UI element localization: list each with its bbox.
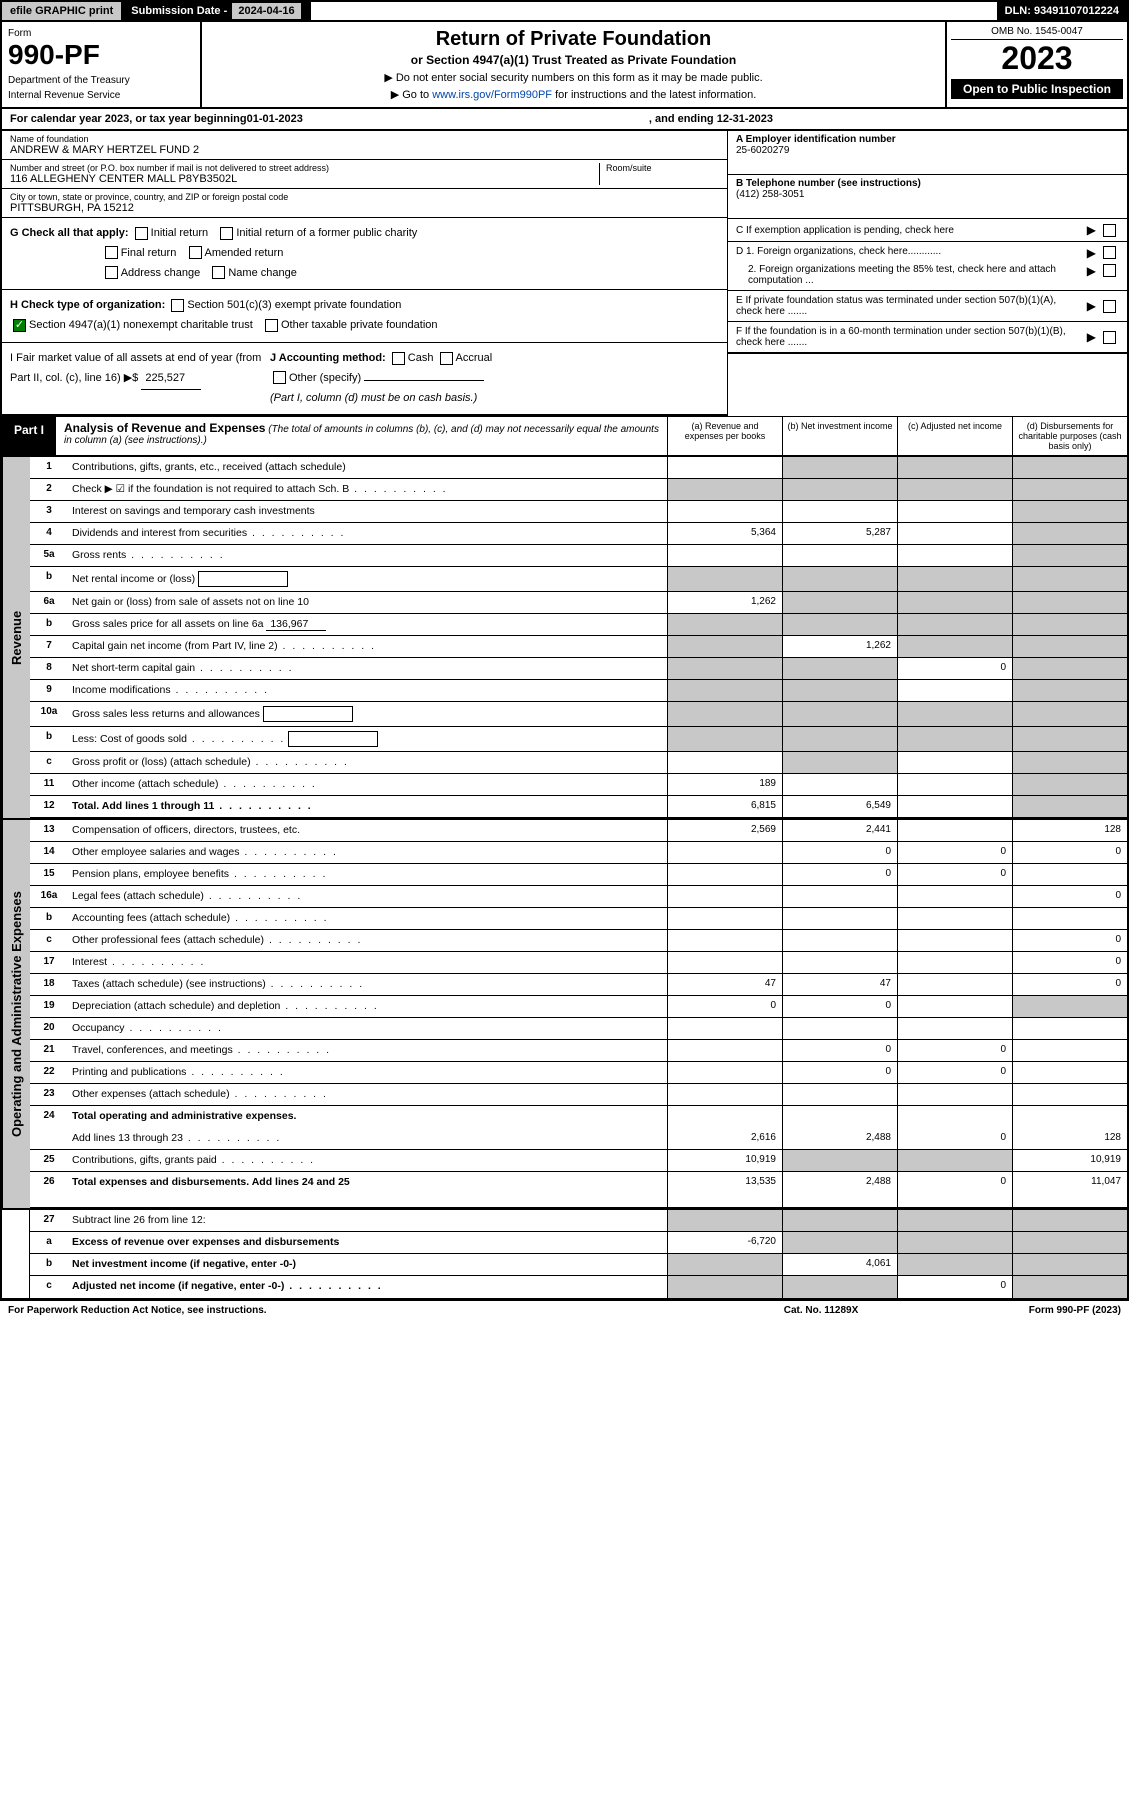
calendar-year-row: For calendar year 2023, or tax year begi… [0,109,1129,131]
entity-info: Name of foundation ANDREW & MARY HERTZEL… [0,131,1129,416]
part1-header: Part I Analysis of Revenue and Expenses … [0,416,1129,457]
ein-value: 25-6020279 [736,145,789,156]
dln-label: DLN: 93491107012224 [997,2,1127,20]
cb-cash[interactable] [392,352,405,365]
form-ref: Form 990-PF (2023) [921,1305,1121,1316]
irs-link[interactable]: www.irs.gov/Form990PF [432,89,552,101]
cb-60month[interactable] [1103,331,1116,344]
efile-label[interactable]: efile GRAPHIC print [2,2,123,20]
top-bar: efile GRAPHIC print Submission Date - 20… [0,0,1129,22]
cb-name-change[interactable] [212,266,225,279]
e-label: E If private foundation status was termi… [736,295,1083,317]
d2-label: 2. Foreign organizations meeting the 85%… [736,264,1083,286]
name-label: Name of foundation [10,134,719,144]
phone-label: B Telephone number (see instructions) [736,178,921,189]
summary-section: 27Subtract line 26 from line 12: aExcess… [0,1210,1129,1300]
ein-label: A Employer identification number [736,134,896,145]
expenses-side-label: Operating and Administrative Expenses [2,820,30,1208]
omb-number: OMB No. 1545-0047 [951,26,1123,40]
cat-number: Cat. No. 11289X [721,1305,921,1316]
instr-link: ▶ Go to www.irs.gov/Form990PF for instru… [222,88,925,101]
cb-foreign-org[interactable] [1103,246,1116,259]
cb-amended-return[interactable] [189,246,202,259]
cb-other-taxable[interactable] [265,319,278,332]
col-b-head: (b) Net investment income [782,417,897,455]
tax-year: 2023 [951,40,1123,77]
col-d-head: (d) Disbursements for charitable purpose… [1012,417,1127,455]
submission-label: Submission Date - 2024-04-16 [123,2,310,20]
city-state-zip: PITTSBURGH, PA 15212 [10,202,719,214]
dept-treasury: Department of the Treasury [8,75,194,86]
cb-exemption-pending[interactable] [1103,224,1116,237]
c-label: C If exemption application is pending, c… [736,225,1083,236]
city-label: City or town, state or province, country… [10,192,719,202]
form-word: Form [8,28,194,39]
cb-initial-former[interactable] [220,227,233,240]
page-footer: For Paperwork Reduction Act Notice, see … [0,1300,1129,1320]
cb-accrual[interactable] [440,352,453,365]
form-number: 990-PF [8,39,194,71]
d1-label: D 1. Foreign organizations, check here..… [736,246,1083,260]
revenue-section: Revenue 1Contributions, gifts, grants, e… [0,457,1129,820]
cb-other-method[interactable] [273,371,286,384]
cb-4947a1[interactable] [13,319,26,332]
street-address: 116 ALLEGHENY CENTER MALL P8YB3502L [10,173,599,185]
cb-initial-return[interactable] [135,227,148,240]
room-label: Room/suite [606,163,719,173]
fmv-value: 225,527 [141,369,201,390]
cb-address-change[interactable] [105,266,118,279]
addr-label: Number and street (or P.O. box number if… [10,163,599,173]
col-a-head: (a) Revenue and expenses per books [667,417,782,455]
cb-final-return[interactable] [105,246,118,259]
dept-irs: Internal Revenue Service [8,90,194,101]
f-label: F If the foundation is in a 60-month ter… [736,326,1083,348]
cb-85pct[interactable] [1103,264,1116,277]
expenses-section: Operating and Administrative Expenses 13… [0,820,1129,1210]
cb-501c3[interactable] [171,299,184,312]
phone-value: (412) 258-3051 [736,189,804,200]
instr-ssn: ▶ Do not enter social security numbers o… [222,71,925,84]
foundation-name: ANDREW & MARY HERTZEL FUND 2 [10,144,719,156]
revenue-side-label: Revenue [2,457,30,818]
section-i-j: I Fair market value of all assets at end… [2,343,727,416]
open-public: Open to Public Inspection [951,79,1123,99]
form-title: Return of Private Foundation [222,28,925,51]
form-subtitle: or Section 4947(a)(1) Trust Treated as P… [222,53,925,67]
cb-status-terminated[interactable] [1103,300,1116,313]
section-g: G Check all that apply: Initial return I… [2,218,727,290]
paperwork-notice: For Paperwork Reduction Act Notice, see … [8,1305,721,1316]
col-c-head: (c) Adjusted net income [897,417,1012,455]
part1-label: Part I [2,417,56,455]
form-header: Form 990-PF Department of the Treasury I… [0,22,1129,109]
section-h: H Check type of organization: Section 50… [2,290,727,343]
